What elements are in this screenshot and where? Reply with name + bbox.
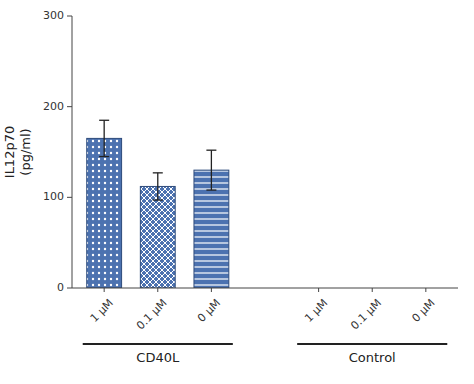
x-tick-label: 1 μM bbox=[302, 297, 330, 325]
x-tick bbox=[425, 288, 426, 292]
x-tick bbox=[372, 288, 373, 292]
error-bar-cap bbox=[99, 120, 109, 121]
group-bracket bbox=[297, 343, 447, 345]
group-label: CD40L bbox=[136, 350, 180, 365]
x-tick bbox=[104, 288, 105, 292]
chart-container: 0100200300IL12p70(pg/ml)1 μM0.1 μM0 μM1 … bbox=[0, 0, 474, 384]
y-axis-label-line: IL12p70 bbox=[2, 126, 17, 178]
error-bar-cap bbox=[153, 172, 163, 173]
error-bar-cap bbox=[153, 199, 163, 200]
x-tick bbox=[211, 288, 212, 292]
bars bbox=[87, 120, 229, 288]
y-tick-label: 0 bbox=[57, 281, 64, 294]
y-tick-label: 100 bbox=[43, 190, 64, 203]
x-tick-label: 0 μM bbox=[195, 297, 223, 325]
x-tick-label: 1 μM bbox=[88, 297, 116, 325]
error-bar-cap bbox=[206, 189, 216, 190]
error-bar-stem bbox=[104, 120, 105, 156]
x-tick-label: 0.1 μM bbox=[134, 297, 170, 333]
y-tick bbox=[67, 197, 72, 198]
error-bar bbox=[99, 120, 109, 156]
bar bbox=[87, 138, 122, 288]
x-axis-line bbox=[72, 288, 458, 289]
error-bar-cap bbox=[99, 156, 109, 157]
error-bar-stem bbox=[157, 173, 158, 200]
error-bar-stem bbox=[211, 150, 212, 190]
group-label: Control bbox=[349, 350, 396, 365]
y-axis-line bbox=[72, 16, 73, 288]
error-bar bbox=[153, 173, 163, 200]
chart-svg: 0100200300IL12p70(pg/ml)1 μM0.1 μM0 μM1 … bbox=[0, 0, 474, 384]
x-tick bbox=[318, 288, 319, 292]
x-tick-label: 0 μM bbox=[409, 297, 437, 325]
y-tick-label: 200 bbox=[43, 100, 64, 113]
x-tick-label: 0.1 μM bbox=[348, 297, 384, 333]
y-tick bbox=[67, 288, 72, 289]
y-tick-label: 300 bbox=[43, 9, 64, 22]
group-bracket bbox=[83, 343, 233, 345]
y-axis-label: IL12p70(pg/ml) bbox=[2, 126, 33, 178]
y-tick bbox=[67, 106, 72, 107]
x-tick bbox=[157, 288, 158, 292]
y-axis-label-line: (pg/ml) bbox=[18, 128, 33, 175]
error-bar bbox=[206, 150, 216, 190]
y-axis: 0 100 200 300 bbox=[43, 9, 72, 294]
y-tick bbox=[67, 16, 72, 17]
error-bar-cap bbox=[206, 150, 216, 151]
bar bbox=[140, 186, 175, 288]
x-axis: 1 μM 0.1 μM 0 μM 1 μM 0.1 μM 0 μM bbox=[72, 288, 458, 332]
